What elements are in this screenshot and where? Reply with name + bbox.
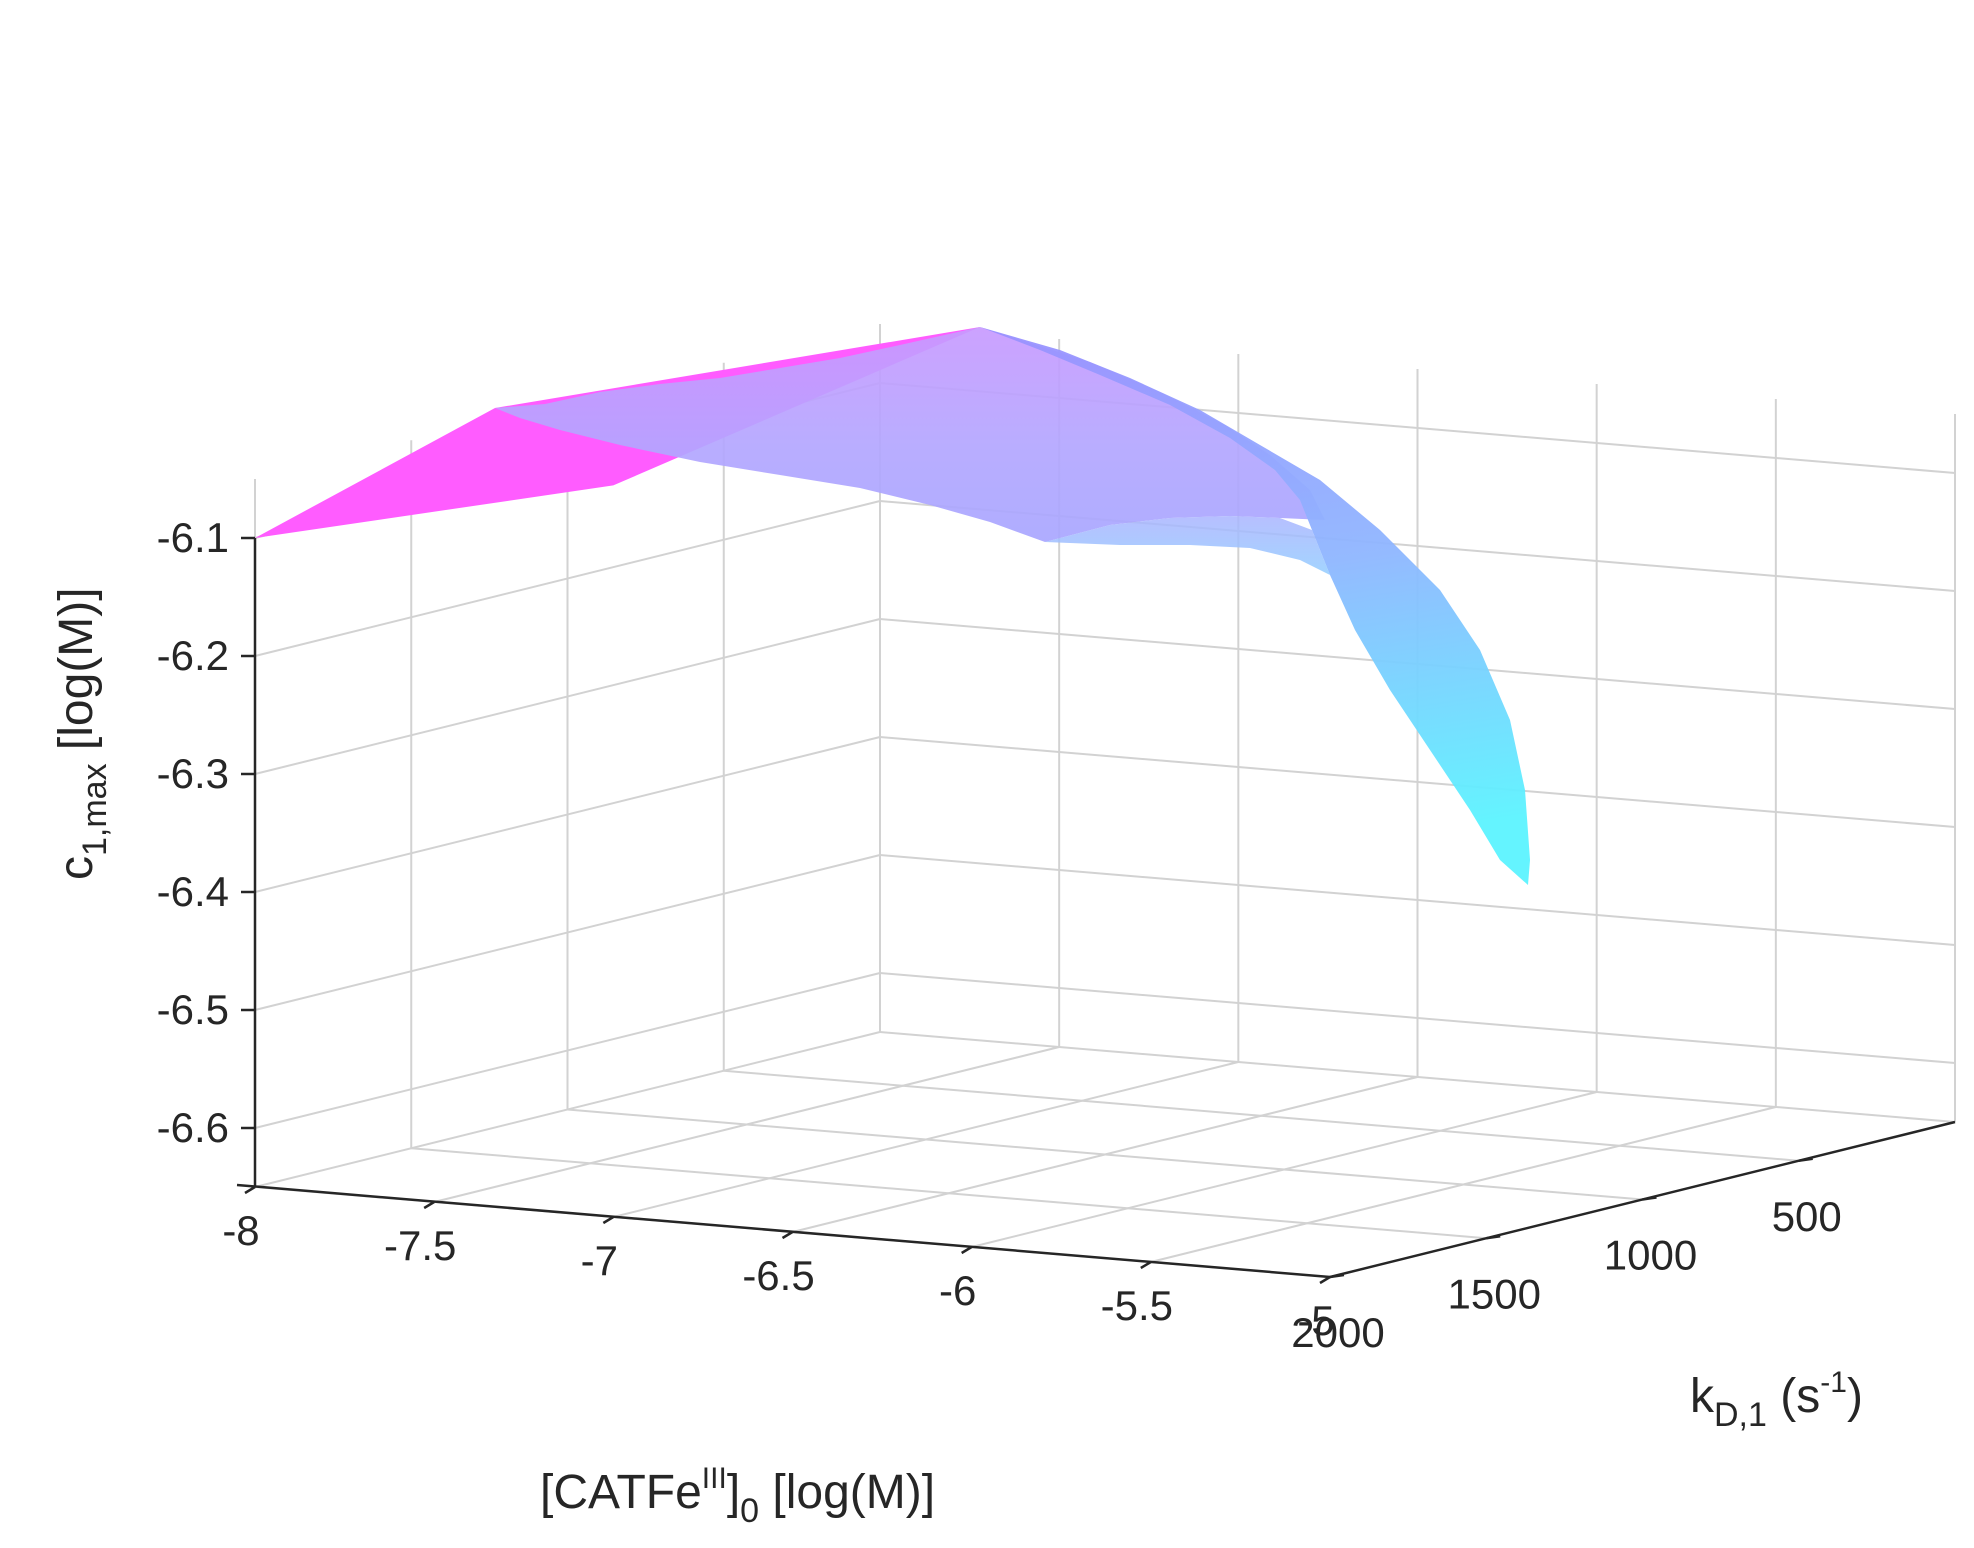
x-tick-label: -6 xyxy=(939,1267,976,1314)
grid-line xyxy=(567,1108,1643,1201)
z-tick-label: -6.1 xyxy=(157,514,229,561)
surface-patch-right xyxy=(980,327,1530,885)
grid-line xyxy=(254,854,881,1011)
grid-line xyxy=(879,972,1956,1064)
grid-line xyxy=(254,736,881,893)
z-axis-label: c1,max [log(M)] xyxy=(50,587,114,880)
y-tick-mark xyxy=(1642,1196,1657,1201)
z-tick-label: -6.6 xyxy=(157,1104,229,1151)
x-tick-mark xyxy=(1319,1275,1331,1285)
x-tick-mark xyxy=(244,1185,256,1195)
x-tick-label: -5 xyxy=(1297,1297,1334,1344)
grid-line xyxy=(254,618,881,775)
y-tick-label: 1000 xyxy=(1604,1232,1697,1279)
x-axis-line xyxy=(236,1183,1331,1279)
grid-line xyxy=(879,854,1956,946)
axes xyxy=(236,536,1956,1285)
x-axis-label: [CATFeIII]0 [log(M)] xyxy=(540,1462,935,1530)
y-tick-label: 1500 xyxy=(1448,1270,1541,1317)
y-tick-mark xyxy=(1798,1157,1813,1162)
y-tick-mark xyxy=(1329,1273,1345,1279)
x-tick-mark xyxy=(961,1245,973,1255)
z-tick-label: -6.3 xyxy=(157,750,229,797)
z-tick-label: -6.5 xyxy=(157,986,229,1033)
x-tick-label: -8 xyxy=(222,1207,259,1254)
grid-line xyxy=(254,972,881,1129)
surface xyxy=(255,327,1530,885)
y-tick-label: 500 xyxy=(1772,1193,1842,1240)
grid-line xyxy=(723,1069,1799,1162)
surface-patch-front xyxy=(495,327,1325,542)
z-tick-label: -6.2 xyxy=(157,632,229,679)
tick-labels: -6.1 -6.2 -6.3 -6.4 -6.5 -6.6 -8 -7.5 -7 -6.5 -6 -5… xyxy=(157,514,1842,1356)
x-tick-label: -6.5 xyxy=(742,1252,814,1299)
grid-line xyxy=(879,1031,1956,1123)
y-tick-label: 2000 xyxy=(1291,1309,1384,1356)
y-tick-mark xyxy=(1486,1235,1501,1240)
x-tick-label: -7 xyxy=(581,1237,618,1284)
grid-line xyxy=(254,500,881,657)
x-tick-mark xyxy=(781,1230,794,1240)
grid-line xyxy=(411,1147,1487,1240)
x-tick-mark xyxy=(423,1200,435,1210)
x-tick-mark xyxy=(602,1215,614,1225)
surface-patch-curl xyxy=(1045,516,1330,575)
x-tick-label: -7.5 xyxy=(384,1222,456,1269)
z-tick-label: -6.4 xyxy=(157,868,229,915)
grid-line xyxy=(879,736,1956,828)
x-tick-label: -5.5 xyxy=(1101,1282,1173,1329)
y-axis-label: kD,1 (s-1) xyxy=(1690,1366,1863,1434)
x-tick-mark xyxy=(1140,1260,1152,1270)
